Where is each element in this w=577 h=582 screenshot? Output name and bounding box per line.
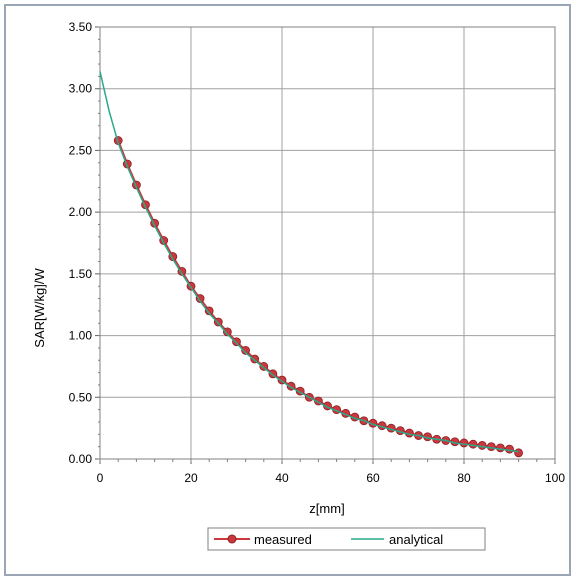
measured-point <box>459 438 469 448</box>
y-tick-label: 2.00 <box>69 205 93 219</box>
measured-point <box>241 345 251 355</box>
chart-frame <box>4 4 571 576</box>
measured-point <box>486 442 496 452</box>
legend-box <box>207 527 486 551</box>
y-axis-label: SAR[W/kg]/W <box>32 268 47 348</box>
measured-point <box>195 294 205 303</box>
measured-point <box>232 337 241 347</box>
x-axis-label: z[mm] <box>309 501 344 516</box>
series-analytical-line <box>99 71 519 453</box>
y-tick-label: 0.50 <box>69 390 93 404</box>
series-measured-line <box>117 140 519 454</box>
y-tick-label: 0.00 <box>69 452 93 466</box>
legend-measured-marker <box>227 534 237 544</box>
measured-point <box>495 443 505 453</box>
series-layer <box>99 71 523 458</box>
x-tick-label: 40 <box>275 471 289 485</box>
plot-area <box>99 26 556 460</box>
measured-point <box>514 448 523 458</box>
y-tick-label: 3.50 <box>69 20 93 34</box>
grid-lines <box>99 26 556 460</box>
x-tick-label: 0 <box>97 471 104 485</box>
y-tick-label: 2.50 <box>69 143 93 157</box>
x-tick-label: 100 <box>545 471 565 485</box>
y-tick-label: 3.00 <box>69 82 93 96</box>
legend-measured-label: measured <box>254 532 312 547</box>
x-tick-label: 20 <box>184 471 198 485</box>
measured-point <box>222 327 232 337</box>
x-tick-label: 60 <box>366 471 380 485</box>
measured-point <box>505 444 514 454</box>
legend-analytical-label: analytical <box>389 532 443 547</box>
measured-point <box>468 439 478 449</box>
y-tick-label: 1.50 <box>69 267 93 281</box>
legend: measured analytical <box>207 527 486 551</box>
y-axis-ticks: 0.00 0.50 1.00 1.50 2.00 2.50 3.00 3.50 <box>69 20 100 466</box>
x-tick-label: 80 <box>457 471 471 485</box>
measured-point <box>204 306 214 316</box>
y-tick-label: 1.00 <box>69 329 93 343</box>
measured-point <box>477 441 487 450</box>
x-axis-ticks: 0 20 40 60 80 100 <box>97 459 565 485</box>
